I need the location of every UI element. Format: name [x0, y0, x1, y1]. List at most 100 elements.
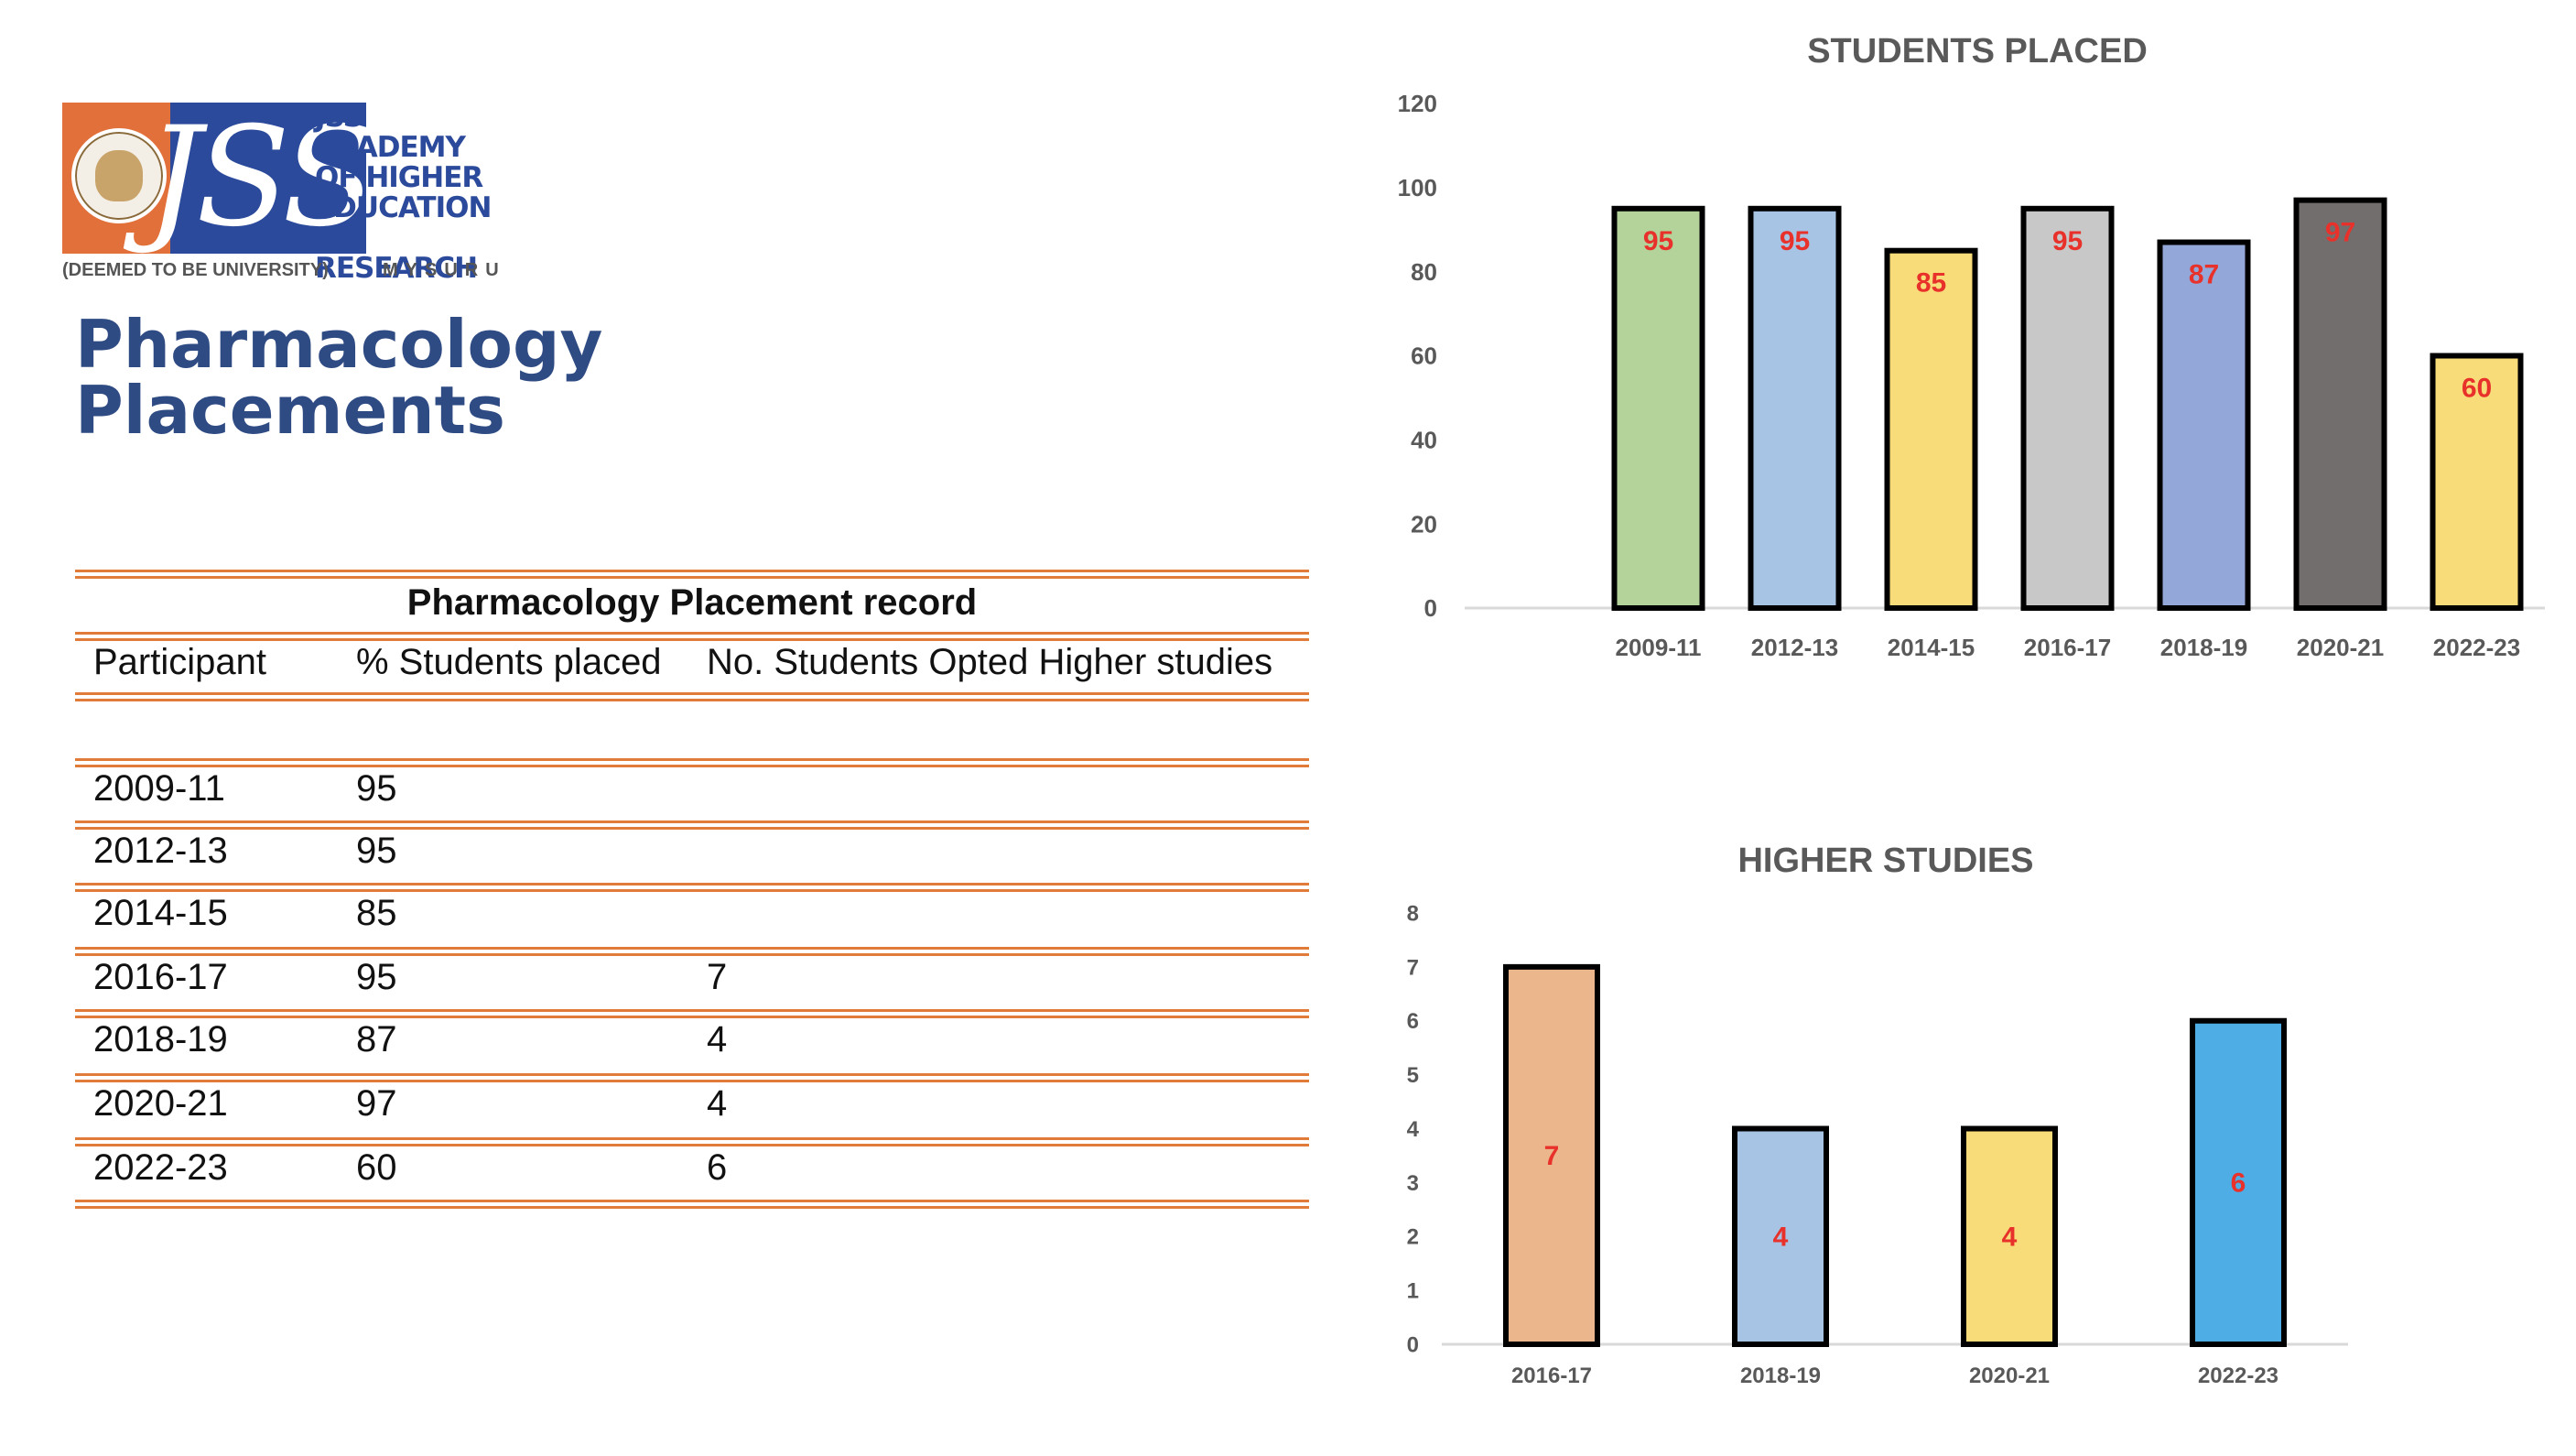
- bar: [1961, 1125, 2058, 1347]
- x-tick-label: 2016-17: [1511, 1364, 1592, 1388]
- bar: [2020, 205, 2115, 612]
- logo-line: & RESEARCH: [315, 222, 478, 285]
- x-tick-label: 2022-23: [2198, 1364, 2278, 1388]
- bar: [1611, 205, 1705, 612]
- table-cell-year: 2022-23: [93, 1147, 228, 1188]
- bar: [2190, 1017, 2287, 1347]
- table-cell-placed: 95: [356, 831, 397, 871]
- table-cell-higher: 4: [707, 1019, 728, 1059]
- table-rule: [75, 947, 1309, 956]
- table-title: Pharmacology Placement record: [406, 582, 978, 623]
- table-rule: [75, 570, 1309, 579]
- x-tick-label: 2018-19: [2160, 634, 2247, 661]
- table-cell-higher: 6: [707, 1147, 728, 1188]
- table-cell-placed: 97: [356, 1083, 397, 1124]
- table-cell-placed: 60: [356, 1147, 397, 1188]
- x-tick-label: 2020-21: [2297, 634, 2384, 661]
- table-rule: [75, 692, 1309, 701]
- bar: [1884, 247, 1978, 611]
- table-header-participant: Participant: [93, 642, 266, 682]
- y-tick-label: 100: [1398, 174, 1437, 201]
- bar: [1503, 963, 1600, 1347]
- y-tick-label: 120: [1398, 90, 1437, 117]
- logo-line: ACADEMY: [315, 131, 466, 164]
- page-title-line2: Placements: [75, 372, 505, 449]
- bar: [2293, 197, 2387, 611]
- students-placed-chart-svg: STUDENTS PLACED 0 20 40 60 80 100 120 95 2009-11 9…: [1398, 32, 2545, 661]
- data-label: 95: [2052, 226, 2083, 256]
- y-tick-label: 40: [1411, 426, 1437, 453]
- x-tick-label: 2016-17: [2024, 634, 2111, 661]
- table-cell-year: 2009-11: [93, 768, 225, 809]
- bar: [1732, 1125, 1829, 1347]
- university-seal-icon: [71, 128, 167, 223]
- bar: [2157, 239, 2251, 611]
- y-tick-label: 6: [1407, 1009, 1419, 1034]
- x-tick-label: 2020-21: [1969, 1364, 2050, 1388]
- x-tick-label: 2018-19: [1740, 1364, 1821, 1388]
- table-cell-year: 2012-13: [93, 831, 228, 871]
- y-tick-label: 20: [1411, 510, 1437, 538]
- logo-blue-block: [170, 103, 366, 254]
- table-cell-year: 2020-21: [93, 1083, 228, 1124]
- students-placed-chart: STUDENTS PLACED 0 20 40 60 80 100 120 95 2009-11 9…: [1373, 18, 2563, 678]
- table-rule: [75, 1200, 1309, 1209]
- data-label: 95: [1780, 226, 1810, 256]
- data-label: 6: [2231, 1168, 2246, 1198]
- data-label: 7: [1544, 1141, 1560, 1171]
- x-tick-label: 2022-23: [2433, 634, 2520, 661]
- table-rule: [75, 1009, 1309, 1018]
- table-rule: [75, 820, 1309, 830]
- data-label: 87: [2189, 260, 2219, 290]
- table-cell-placed: 95: [356, 768, 397, 809]
- logo-subtitle: (DEEMED TO BE UNIVERSITY): [62, 260, 329, 280]
- data-label: 85: [1916, 268, 1946, 299]
- y-tick-label: 4: [1407, 1117, 1420, 1142]
- chart-title: HIGHER STUDIES: [1737, 842, 2033, 880]
- table-cell-higher: 4: [707, 1083, 728, 1124]
- logo-jss-mark: JSS: [146, 98, 376, 257]
- y-tick-label: 2: [1407, 1225, 1419, 1250]
- table-rule: [75, 758, 1309, 767]
- x-tick-label: 2014-15: [1888, 634, 1975, 661]
- y-tick-label: 60: [1411, 342, 1437, 370]
- higher-studies-chart-svg: HIGHER STUDIES 0 1 2 3 4 5 6 7 8 7 2016-17 4 2018-19 4…: [1407, 842, 2348, 1388]
- table-header-higher-studies: No. Students Opted Higher studies: [707, 642, 1273, 682]
- table-rule: [75, 883, 1309, 892]
- seal-figure: [95, 150, 143, 201]
- table-cell-year: 2014-15: [93, 893, 228, 933]
- page-title-line1: Pharmacology: [75, 306, 603, 383]
- table-rule: [75, 1137, 1309, 1146]
- data-label: 4: [2002, 1222, 2018, 1252]
- university-logo: JSS JSS ACADEMY OF HIGHER EDUCATION & RE…: [62, 103, 502, 295]
- y-tick-label: 0: [1407, 1332, 1419, 1357]
- logo-wordmark: JSS ACADEMY OF HIGHER EDUCATION & RESEAR…: [315, 103, 502, 284]
- table-cell-higher: 7: [707, 957, 728, 997]
- bar: [1748, 205, 1842, 612]
- data-label: 97: [2325, 218, 2355, 248]
- chart-title: STUDENTS PLACED: [1807, 32, 2148, 71]
- data-label: 4: [1773, 1222, 1789, 1252]
- table-cell-placed: 95: [356, 957, 397, 997]
- table-header-placed: % Students placed: [356, 642, 662, 682]
- page-title: Pharmacology Placements: [75, 311, 603, 443]
- data-label: 60: [2462, 374, 2492, 404]
- table-cell-year: 2016-17: [93, 957, 228, 997]
- table-cell-placed: 87: [356, 1019, 397, 1059]
- x-tick-label: 2009-11: [1616, 634, 1702, 661]
- logo-orange-block: [62, 103, 172, 254]
- logo-line: OF HIGHER: [315, 161, 483, 194]
- y-tick-label: 1: [1407, 1279, 1419, 1304]
- logo-city: MYSURU: [383, 260, 506, 280]
- table-rule: [75, 632, 1309, 641]
- y-tick-label: 3: [1407, 1171, 1419, 1196]
- x-tick-label: 2012-13: [1751, 634, 1838, 661]
- y-tick-label: 5: [1407, 1063, 1419, 1088]
- y-tick-label: 0: [1424, 594, 1437, 622]
- logo-line: EDUCATION: [315, 191, 492, 224]
- y-tick-label: 80: [1411, 258, 1437, 286]
- table-rule: [75, 1073, 1309, 1082]
- data-label: 95: [1643, 226, 1673, 256]
- table-cell-placed: 85: [356, 893, 397, 933]
- y-tick-label: 7: [1407, 955, 1419, 980]
